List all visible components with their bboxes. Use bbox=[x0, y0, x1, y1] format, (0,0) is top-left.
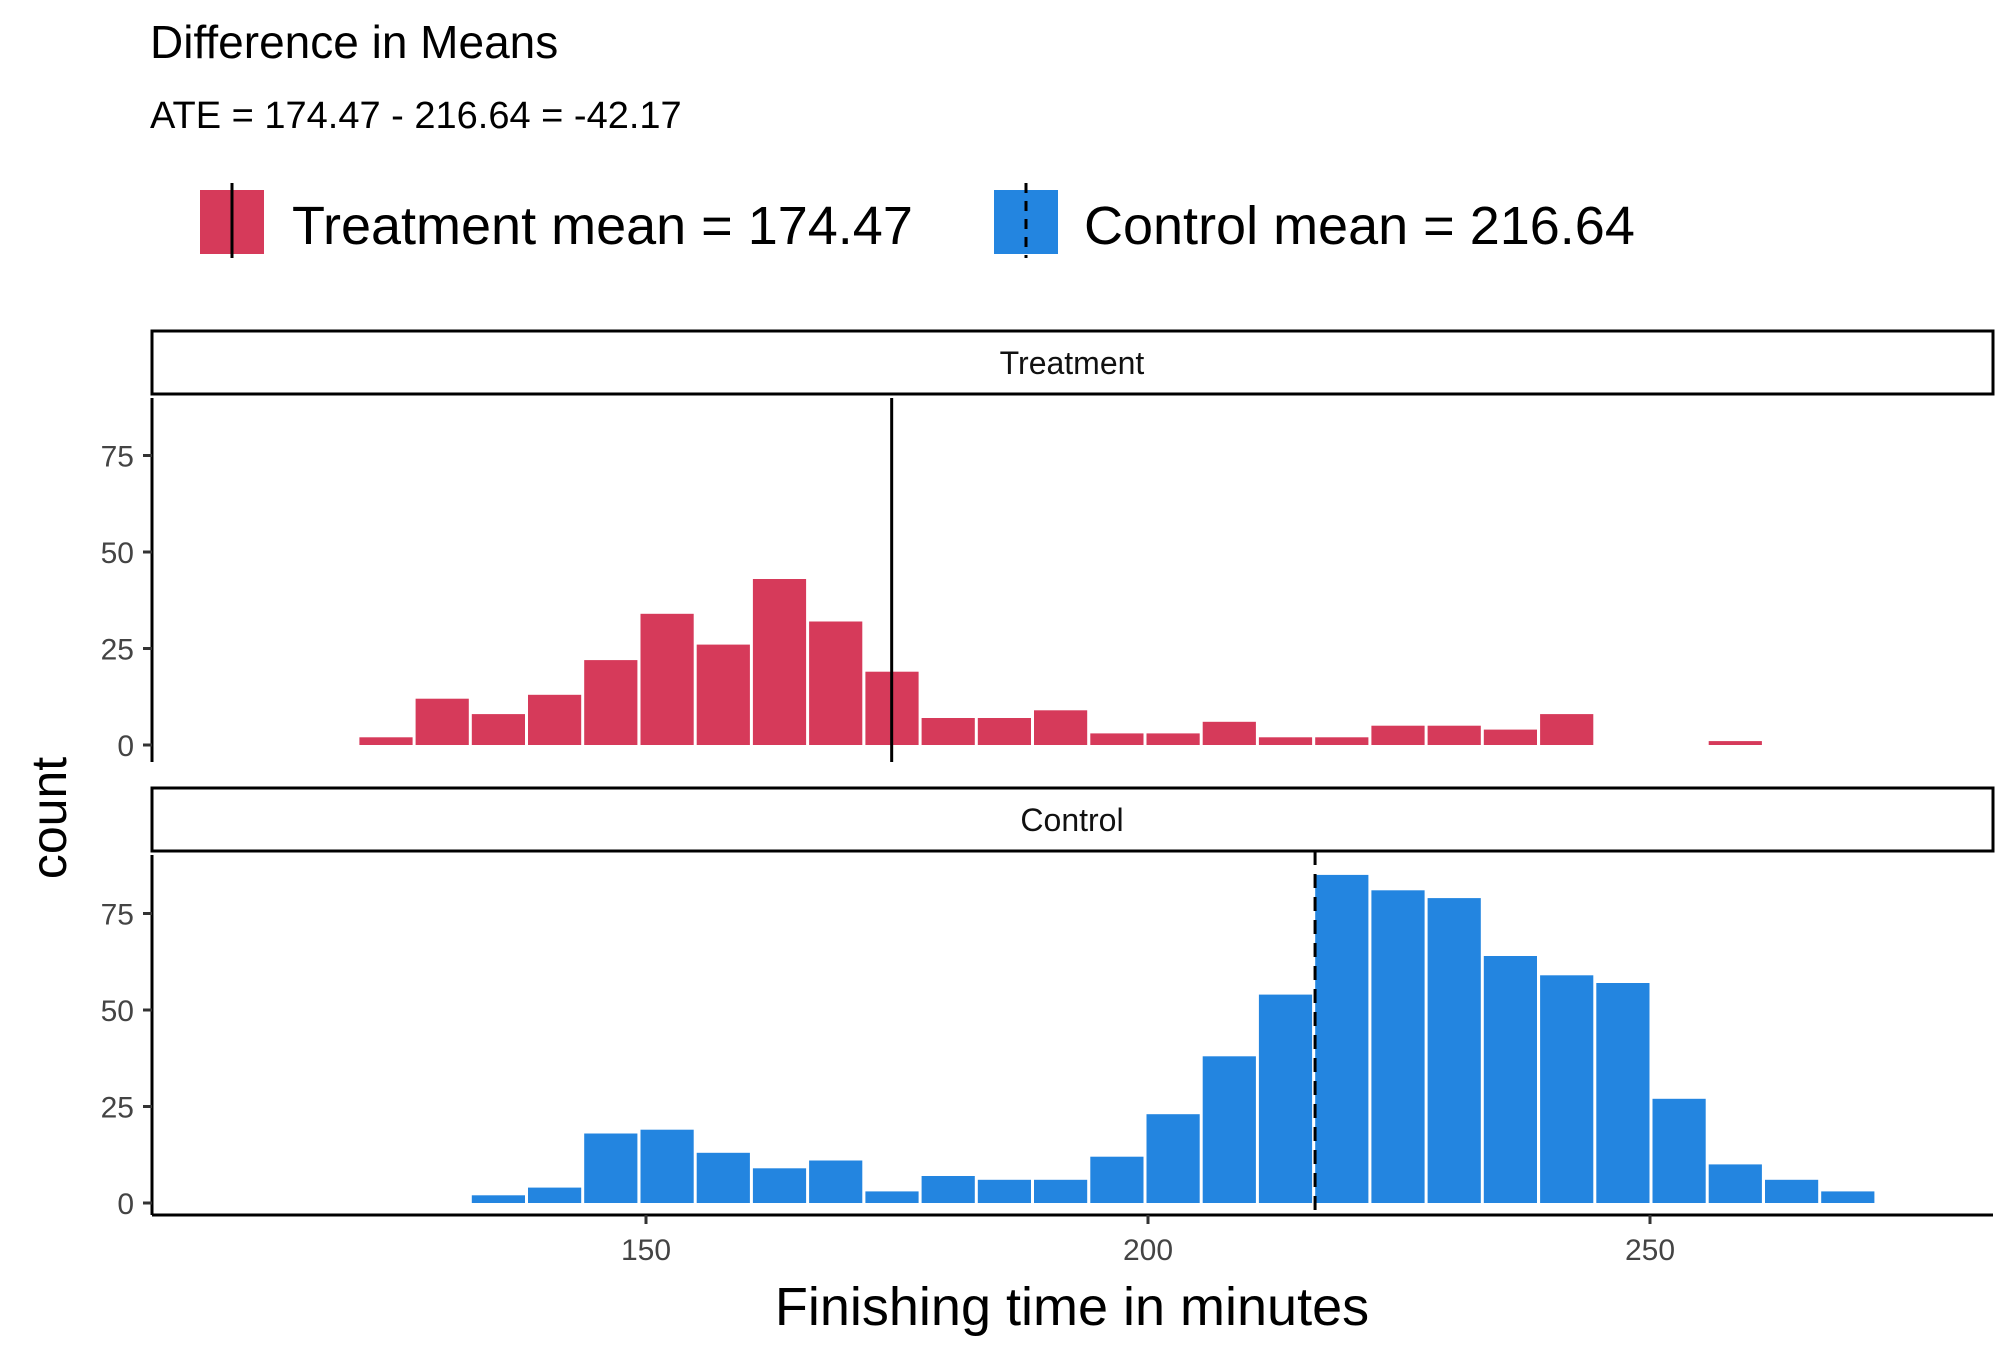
histogram-bar-control bbox=[1483, 956, 1537, 1203]
histogram-bar-treatment bbox=[752, 579, 807, 745]
x-tick-label: 250 bbox=[1625, 1234, 1675, 1267]
histogram-bar-control bbox=[1596, 983, 1650, 1203]
histogram-bar-control bbox=[1146, 1114, 1200, 1203]
histogram-bar-control bbox=[1540, 975, 1594, 1203]
y-tick-label-treatment: 75 bbox=[101, 441, 134, 474]
panel-control: 0 25 50 75 bbox=[101, 851, 1875, 1221]
y-tick-label-control: 75 bbox=[101, 899, 134, 932]
histogram-bar-treatment bbox=[1427, 725, 1481, 745]
histogram-bar-treatment bbox=[1708, 741, 1762, 745]
x-tick-label: 150 bbox=[621, 1234, 671, 1267]
histogram-bar-treatment bbox=[809, 621, 863, 745]
histogram-bar-treatment bbox=[1258, 737, 1313, 745]
histogram-bar-control bbox=[752, 1168, 807, 1203]
y-tick-label-control: 0 bbox=[117, 1188, 134, 1221]
histogram-bar-treatment bbox=[696, 644, 750, 745]
y-tick-label-treatment: 50 bbox=[101, 537, 134, 570]
histogram-bar-control bbox=[1652, 1098, 1706, 1203]
histogram-bar-control bbox=[696, 1152, 750, 1203]
histogram-bar-treatment bbox=[359, 737, 413, 745]
y-tick-label-control: 50 bbox=[101, 995, 134, 1028]
histogram-bar-treatment bbox=[1483, 729, 1537, 745]
histogram-bar-control bbox=[1202, 1056, 1256, 1203]
histogram-bar-treatment bbox=[584, 660, 638, 745]
histogram-bar-control bbox=[1765, 1179, 1819, 1203]
legend-label-treatment: Treatment mean = 174.47 bbox=[292, 196, 913, 256]
histogram-bar-control bbox=[528, 1187, 582, 1203]
histogram-bar-control bbox=[1034, 1179, 1088, 1203]
histogram-bar-treatment bbox=[1371, 725, 1425, 745]
y-tick-label-treatment: 25 bbox=[101, 634, 134, 667]
x-axis-label: Finishing time in minutes bbox=[775, 1277, 1369, 1337]
y-tick-label-treatment: 0 bbox=[117, 730, 134, 763]
strip-label-control: Control bbox=[1020, 802, 1123, 838]
histogram-bar-treatment bbox=[528, 694, 582, 745]
histogram-bar-treatment bbox=[1146, 733, 1200, 745]
strip-control bbox=[150, 786, 1995, 853]
x-tick-label: 200 bbox=[1123, 1234, 1173, 1267]
chart-title: Difference in Means bbox=[150, 16, 558, 68]
histogram-bar-control bbox=[977, 1179, 1031, 1203]
histogram-bar-control bbox=[1315, 874, 1369, 1203]
histogram-bar-control bbox=[1427, 898, 1481, 1203]
histogram-bar-control bbox=[809, 1160, 863, 1203]
histogram-bar-control bbox=[584, 1133, 638, 1203]
chart-subtitle: ATE = 174.47 - 216.64 = -42.17 bbox=[150, 95, 682, 137]
y-axis-label: count bbox=[21, 757, 77, 879]
strip-label-treatment: Treatment bbox=[1000, 345, 1145, 381]
legend-label-control: Control mean = 216.64 bbox=[1084, 196, 1635, 256]
histogram-bar-treatment bbox=[921, 718, 975, 745]
histogram-bar-treatment bbox=[1315, 737, 1369, 745]
histogram-bar-control bbox=[640, 1129, 694, 1203]
strip-treatment bbox=[150, 329, 1995, 396]
histogram-bar-control bbox=[865, 1191, 919, 1203]
legend: Treatment mean = 174.47 Control mean = 2… bbox=[200, 183, 1635, 258]
histogram-bar-treatment bbox=[471, 714, 525, 745]
histogram-bar-control bbox=[1258, 994, 1313, 1203]
histogram-bar-treatment bbox=[415, 698, 469, 745]
histogram-bar-treatment bbox=[1202, 721, 1256, 745]
panel-treatment: 0 25 50 75 bbox=[101, 398, 1762, 763]
histogram-bar-control bbox=[471, 1195, 525, 1203]
histogram-bar-control bbox=[1090, 1156, 1144, 1203]
histogram-bar-control bbox=[1708, 1164, 1762, 1203]
histogram-bar-control bbox=[921, 1176, 975, 1203]
histogram-bar-treatment bbox=[1034, 710, 1088, 745]
histogram-bar-control bbox=[1821, 1191, 1875, 1203]
histogram-bar-control bbox=[1371, 890, 1425, 1203]
y-tick-label-control: 25 bbox=[101, 1092, 134, 1125]
histogram-bar-treatment bbox=[1090, 733, 1144, 745]
histogram-bar-treatment bbox=[977, 718, 1031, 745]
x-axis: 150 200 250 bbox=[152, 1213, 1993, 1267]
histogram-bar-treatment bbox=[1540, 714, 1594, 745]
histogram-bar-treatment bbox=[640, 613, 694, 745]
